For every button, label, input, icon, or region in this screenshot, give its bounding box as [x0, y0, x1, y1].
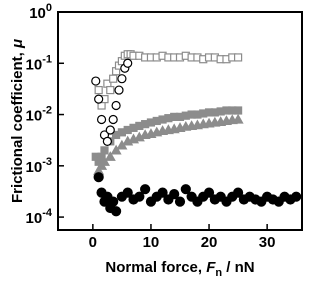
circle-marker — [134, 191, 145, 202]
circle-marker — [102, 136, 112, 146]
y-tick-label: 10-2 — [26, 105, 52, 125]
circle-marker — [140, 184, 151, 195]
x-label-text: Normal force, — [105, 259, 206, 276]
square-marker — [233, 106, 243, 115]
circle-marker — [180, 184, 191, 195]
circle-marker — [123, 58, 133, 68]
y-tick-label: 10-3 — [26, 156, 52, 176]
y-label-text: Frictional coefficient, — [9, 48, 26, 203]
triangle-marker — [104, 151, 116, 161]
triangle-marker — [110, 144, 122, 155]
y-tick-base: 10 — [26, 108, 43, 125]
x-tick-label: 0 — [89, 234, 97, 251]
circle-marker — [110, 206, 122, 217]
circle-marker — [122, 187, 133, 198]
square-marker — [109, 74, 118, 83]
circle-marker — [114, 85, 124, 95]
y-tick-base: 10 — [26, 56, 43, 73]
triangle-marker — [232, 113, 244, 124]
circle-marker — [111, 100, 121, 111]
square-marker — [94, 85, 103, 95]
x-tick-label: 30 — [259, 234, 276, 251]
circle-marker — [203, 187, 215, 198]
circle-marker — [94, 94, 104, 104]
x-tick-label: 10 — [143, 234, 160, 251]
square-marker — [100, 146, 109, 155]
circle-marker — [96, 114, 107, 125]
y-tick-base: 10 — [26, 210, 43, 227]
x-axis-label: Normal force, Fn / nN — [105, 259, 254, 279]
circle-marker — [291, 191, 302, 202]
circle-marker — [157, 187, 168, 198]
y-tick-label: 100 — [29, 2, 52, 22]
y-tick-base: 10 — [26, 159, 43, 176]
triangle-marker — [98, 156, 111, 166]
y-tick-label: 10-1 — [26, 53, 52, 73]
plot-frame — [57, 11, 303, 231]
x-label-subscript: n — [215, 267, 222, 279]
y-tick-exponent: -2 — [42, 105, 52, 117]
circle-marker — [105, 125, 115, 135]
circle-marker — [91, 76, 101, 86]
circle-marker — [108, 114, 118, 125]
y-tick-base: 10 — [29, 5, 46, 22]
y-tick-exponent: -3 — [42, 156, 52, 168]
y-tick-label: 10-4 — [26, 207, 53, 227]
circle-marker — [169, 189, 180, 200]
square-marker — [233, 53, 243, 62]
y-tick-exponent: 0 — [46, 2, 52, 14]
circle-marker — [117, 74, 127, 84]
x-tick-label: 20 — [201, 234, 218, 251]
chart: Frictional coefficient, μ Normal force, … — [9, 2, 303, 279]
y-label-symbol: μ — [9, 39, 26, 49]
circle-marker — [108, 196, 119, 207]
circle-marker — [174, 196, 186, 207]
square-marker — [106, 85, 115, 95]
circle-marker — [93, 172, 104, 183]
x-label-symbol: F — [206, 259, 216, 276]
y-axis-label: Frictional coefficient, μ — [9, 39, 26, 203]
circle-marker — [232, 187, 244, 198]
x-label-unit: / nN — [222, 259, 255, 276]
y-tick-exponent: -4 — [42, 207, 53, 219]
y-tick-exponent: -1 — [42, 53, 52, 65]
